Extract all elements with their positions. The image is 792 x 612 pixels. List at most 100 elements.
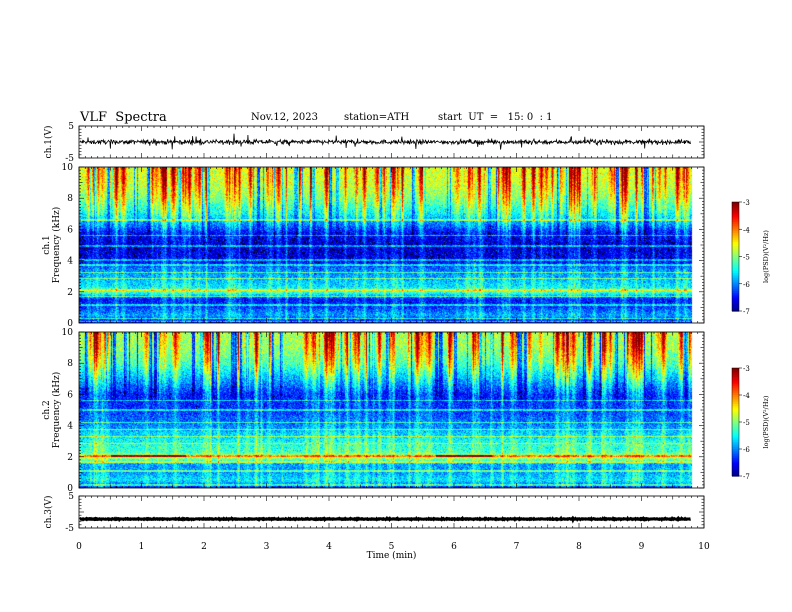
- ch3-waveform-ylabel: ch.3(V): [43, 496, 54, 529]
- colorbar-cell: [732, 452, 739, 455]
- ch1-spectrogram-ytick-label: 8: [67, 194, 73, 204]
- colorbar-cell: [732, 202, 739, 205]
- colorbar-cell: [732, 307, 739, 310]
- colorbar-cell: [732, 422, 739, 425]
- ch1-spectrogram-ytick-label: 0: [67, 319, 73, 329]
- colorbar-cell: [732, 207, 739, 210]
- spectrogram-ch1: [79, 167, 704, 323]
- colorbar-cell: [732, 377, 739, 380]
- xtick-label: 5: [389, 542, 395, 552]
- colorbar-cell: [732, 445, 739, 448]
- colorbar-cell: [732, 249, 739, 252]
- colorbar-cell: [732, 456, 739, 459]
- colorbar-cell: [732, 298, 739, 301]
- colorbar-cell: [732, 386, 739, 389]
- spectrogram-ch2: [79, 332, 704, 488]
- colorbar-label: log(PSD)(V²/Hz): [762, 395, 770, 448]
- colorbar-tick-label: -6: [743, 281, 750, 289]
- xtick-label: 1: [139, 542, 145, 552]
- colorbar-cell: [732, 301, 739, 305]
- colorbar-cell: [732, 395, 739, 398]
- xtick-label: 6: [451, 542, 457, 552]
- colorbar-cell: [732, 280, 739, 283]
- colorbar-cell: [732, 449, 739, 452]
- colorbar-cell: [732, 260, 739, 263]
- ch1-spectrogram-ytick-label: 6: [67, 225, 73, 235]
- colorbar-cell: [732, 432, 739, 436]
- colorbar-cell: [732, 236, 739, 239]
- colorbar-cell: [732, 305, 739, 308]
- colorbar-cell: [732, 211, 739, 214]
- ch2-spectrogram-ytick-label: 2: [67, 453, 73, 463]
- colorbar-cell: [732, 229, 739, 232]
- colorbar-cell: [732, 278, 739, 281]
- colorbar-tick-label: -4: [743, 226, 750, 234]
- colorbar-cell: [732, 272, 739, 276]
- colorbar-cell: [732, 256, 739, 259]
- colorbar-cell: [732, 470, 739, 473]
- colorbar-cell: [732, 243, 739, 247]
- colorbar-cell: [732, 429, 739, 432]
- ch2-colorbar: -3 -4 -5 -6 -7 log(PSD)(V²/Hz): [731, 365, 770, 481]
- colorbar-cell: [732, 416, 739, 419]
- ch3-waveform-line: [79, 515, 692, 524]
- colorbar-cell: [732, 391, 739, 394]
- ch1-waveform-line: [79, 133, 691, 150]
- ch2-spectrogram-ylabel-channel: ch.2: [42, 400, 52, 419]
- ch1-waveform-ytick-label: -5: [65, 154, 74, 164]
- colorbar-cell: [732, 234, 739, 238]
- colorbar-cell: [732, 404, 739, 407]
- ch1-spectrogram-ylabel-frequency: Frequency (kHz): [51, 207, 62, 284]
- ch1-colorbar: -3 -4 -5 -6 -7 log(PSD)(V²/Hz): [731, 199, 770, 316]
- colorbar-tick-label: -7: [743, 308, 750, 316]
- colorbar-tick-label: -5: [743, 254, 750, 262]
- colorbar-cell: [732, 240, 739, 243]
- colorbar-cell: [732, 411, 739, 414]
- colorbar-cell: [732, 203, 739, 207]
- colorbar-cell: [732, 393, 739, 396]
- colorbar-cell: [732, 218, 739, 221]
- colorbar-cell: [732, 450, 739, 454]
- xtick-label: 7: [514, 542, 520, 552]
- colorbar-cell: [732, 309, 739, 312]
- colorbar-cell: [732, 405, 739, 409]
- colorbar-cell: [732, 472, 739, 475]
- ch3-waveform-ytick-label: 5: [68, 492, 74, 502]
- ch3-waveform-ytick-label: -5: [65, 524, 74, 534]
- colorbar-cell: [732, 227, 739, 230]
- colorbar-cell: [732, 414, 739, 418]
- colorbar-cell: [732, 371, 739, 374]
- colorbar-cell: [732, 281, 739, 285]
- colorbar-cell: [732, 413, 739, 416]
- colorbar-cell: [732, 373, 739, 376]
- xtick-label: 9: [639, 542, 645, 552]
- colorbar-cell: [732, 285, 739, 288]
- colorbar-cell: [732, 276, 739, 279]
- colorbar-cell: [732, 247, 739, 250]
- xtick-label: 10: [698, 542, 710, 552]
- colorbar-cell: [732, 251, 739, 254]
- ch1-spectrogram-ytick-label: 4: [67, 257, 73, 267]
- header-station: station=ATH: [344, 112, 410, 123]
- ch1-waveform-ytick-label: 5: [68, 122, 74, 132]
- figure-title: VLF Spectra: [80, 110, 167, 125]
- colorbar-tick-label: -3: [743, 199, 750, 207]
- colorbar-tick-label: -7: [743, 473, 750, 481]
- ch2-spectrogram-ylabel-frequency: Frequency (kHz): [51, 372, 62, 449]
- colorbar-cell: [732, 427, 739, 430]
- colorbar-cell: [732, 263, 739, 267]
- colorbar-cell: [732, 292, 739, 296]
- colorbar-cell: [732, 254, 739, 258]
- colorbar-tick-label: -5: [743, 419, 750, 427]
- colorbar-cell: [732, 209, 739, 212]
- colorbar-cell: [732, 294, 739, 298]
- colorbar-cell: [732, 287, 739, 290]
- colorbar-cell: [732, 467, 739, 470]
- xtick-label: 0: [76, 542, 82, 552]
- colorbar-cell: [732, 225, 739, 229]
- colorbar-cell: [732, 252, 739, 256]
- colorbar-cell: [732, 220, 739, 223]
- colorbar-cell: [732, 375, 739, 378]
- colorbar-cell: [732, 402, 739, 405]
